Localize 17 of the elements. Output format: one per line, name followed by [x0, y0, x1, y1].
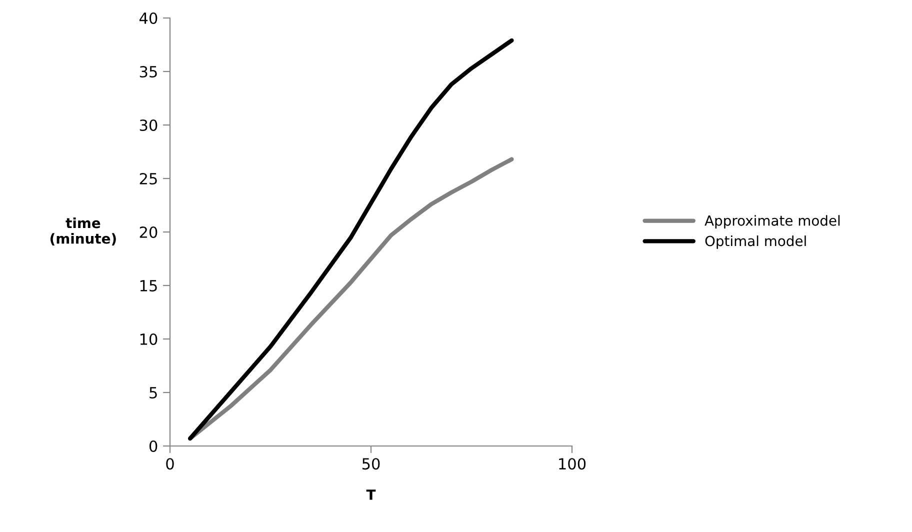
y-axis-title: time (minute) — [50, 218, 116, 246]
y-tick-label: 20 — [140, 226, 158, 238]
y-tick-label: 10 — [140, 333, 158, 346]
y-tick-label: 25 — [140, 172, 157, 185]
y-tick-label: 5 — [150, 387, 157, 399]
x-tick-label: 50 — [362, 458, 380, 470]
line-series — [188, 38, 514, 441]
x-tick-label: 100 — [559, 458, 586, 470]
legend-label: Approximate model — [704, 215, 840, 229]
y-tick-label: 15 — [140, 280, 157, 292]
y-tick-label: 40 — [140, 12, 158, 24]
x-axis-title: T — [366, 490, 376, 500]
y-tick-label: 35 — [140, 66, 157, 78]
legend-label: Optimal model — [705, 235, 806, 249]
y-tick-label: 30 — [140, 119, 158, 132]
y-tick-label: 0 — [149, 440, 158, 452]
x-tick-label: 0 — [166, 458, 174, 470]
